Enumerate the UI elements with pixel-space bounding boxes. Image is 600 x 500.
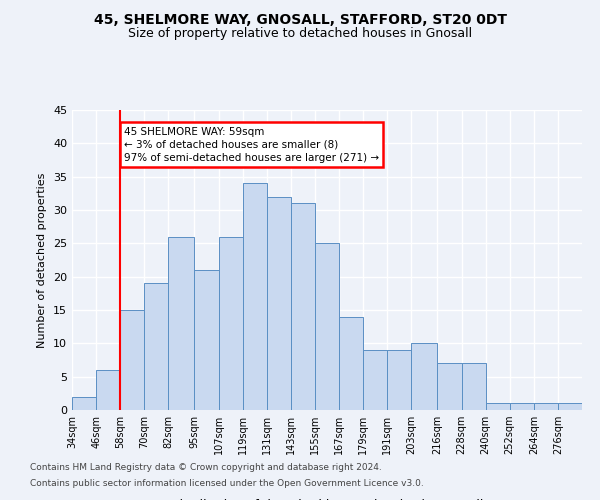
- Bar: [169, 236, 194, 410]
- Text: Size of property relative to detached houses in Gnosall: Size of property relative to detached ho…: [128, 28, 472, 40]
- Bar: [194, 270, 218, 410]
- Bar: [558, 404, 582, 410]
- Bar: [437, 364, 461, 410]
- Y-axis label: Number of detached properties: Number of detached properties: [37, 172, 47, 348]
- Text: 45, SHELMORE WAY, GNOSALL, STAFFORD, ST20 0DT: 45, SHELMORE WAY, GNOSALL, STAFFORD, ST2…: [94, 12, 506, 26]
- Bar: [267, 196, 291, 410]
- Bar: [461, 364, 485, 410]
- Bar: [387, 350, 412, 410]
- Bar: [363, 350, 387, 410]
- Bar: [510, 404, 534, 410]
- Bar: [242, 184, 267, 410]
- Bar: [144, 284, 169, 410]
- Bar: [218, 236, 242, 410]
- Bar: [412, 344, 437, 410]
- X-axis label: Distribution of detached houses by size in Gnosall: Distribution of detached houses by size …: [170, 499, 484, 500]
- Bar: [315, 244, 339, 410]
- Bar: [534, 404, 558, 410]
- Text: Contains HM Land Registry data © Crown copyright and database right 2024.: Contains HM Land Registry data © Crown c…: [30, 464, 382, 472]
- Bar: [485, 404, 510, 410]
- Text: Contains public sector information licensed under the Open Government Licence v3: Contains public sector information licen…: [30, 478, 424, 488]
- Bar: [120, 310, 144, 410]
- Bar: [339, 316, 363, 410]
- Bar: [72, 396, 96, 410]
- Bar: [96, 370, 120, 410]
- Text: 45 SHELMORE WAY: 59sqm
← 3% of detached houses are smaller (8)
97% of semi-detac: 45 SHELMORE WAY: 59sqm ← 3% of detached …: [124, 126, 379, 163]
- Bar: [291, 204, 315, 410]
